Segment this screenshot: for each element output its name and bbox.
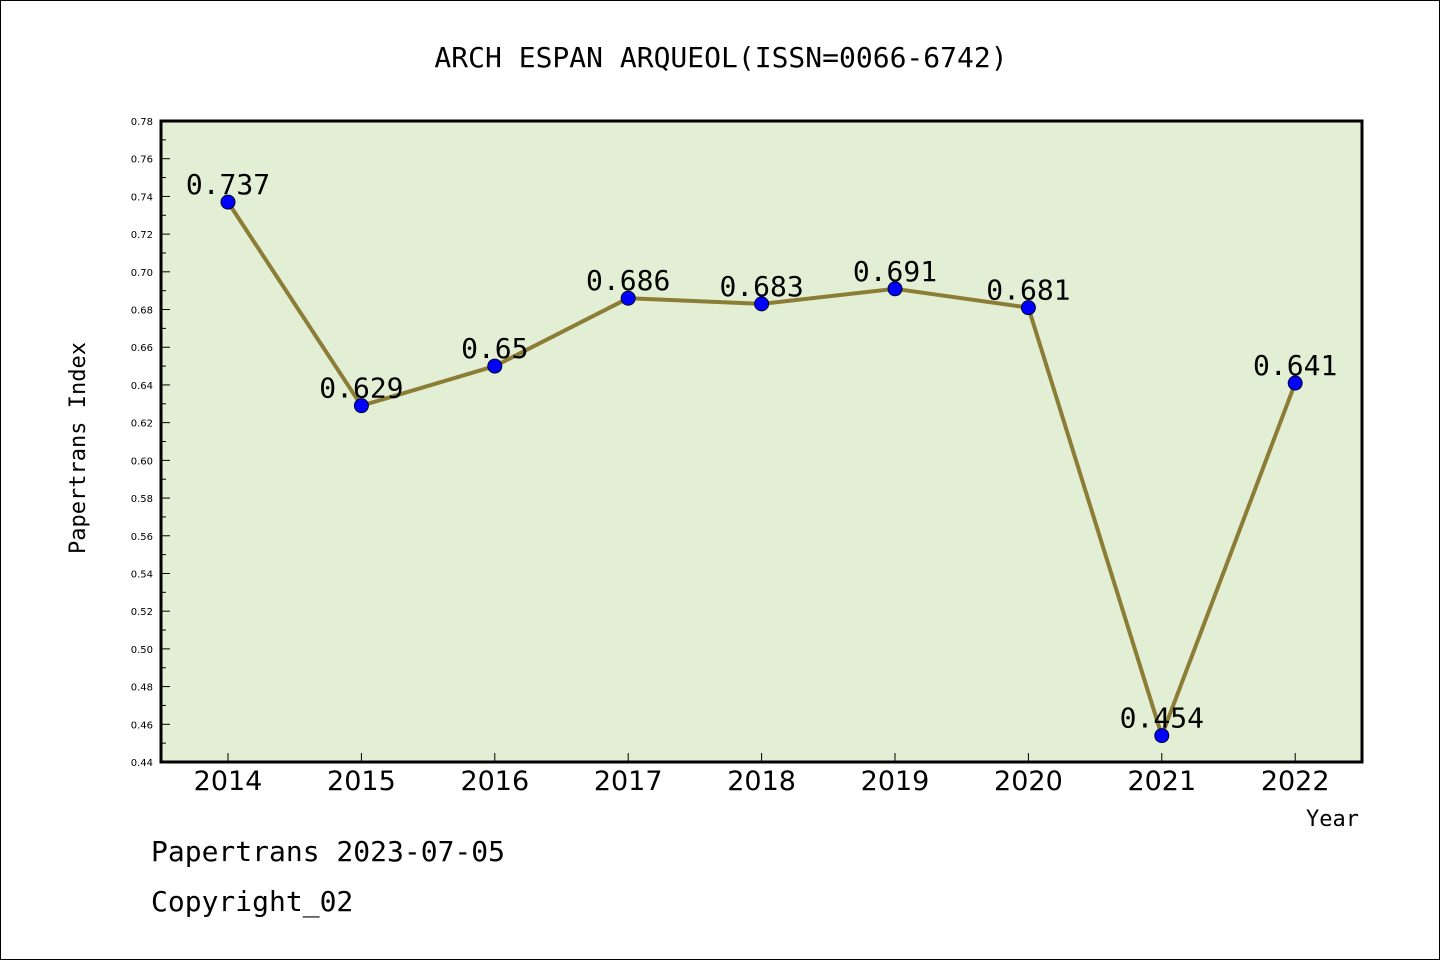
x-tick-label: 2022	[1261, 766, 1330, 797]
data-point	[1020, 300, 1036, 316]
data-label: 0.641	[1253, 349, 1337, 382]
data-label: 0.683	[719, 270, 803, 303]
x-tick-label: 2014	[194, 766, 263, 797]
x-tick-label: 2020	[994, 766, 1063, 797]
data-point	[487, 358, 503, 374]
y-tick-label: 0.64	[131, 381, 153, 392]
plot-area	[159, 119, 1364, 764]
chart-title: ARCH ESPAN ARQUEOL(ISSN=0066-6742)	[434, 41, 1007, 74]
y-tick-label: 0.56	[131, 532, 153, 543]
data-point	[754, 296, 770, 312]
y-axis-label: Papertrans Index	[66, 342, 91, 554]
y-tick-label: 0.78	[131, 117, 153, 128]
x-axis: 2014 2015 2016 2017 2018 2019 2020 2021 2022	[194, 753, 1330, 797]
y-tick-label: 0.72	[131, 230, 153, 241]
y-tick-label: 0.60	[131, 456, 153, 467]
data-point	[1287, 375, 1303, 391]
x-tick-label: 2017	[594, 766, 663, 797]
data-label: 0.691	[853, 255, 937, 288]
y-tick-label: 0.44	[131, 758, 153, 769]
y-tick-label: 0.66	[131, 343, 153, 354]
y-tick-label: 0.70	[131, 268, 153, 279]
x-tick-label: 2015	[327, 766, 396, 797]
y-tick-label: 0.68	[131, 306, 153, 317]
data-point	[1154, 728, 1170, 744]
y-tick-label: 0.46	[131, 720, 153, 731]
y-tick-label: 0.58	[131, 494, 153, 505]
y-tick-label: 0.54	[131, 569, 153, 580]
data-label: 0.686	[586, 264, 670, 297]
y-tick-label: 0.52	[131, 607, 153, 618]
data-label: 0.737	[186, 168, 270, 201]
data-point	[887, 281, 903, 297]
data-label: 0.681	[986, 274, 1070, 307]
data-markers	[220, 194, 1303, 744]
y-tick-label: 0.48	[131, 683, 153, 694]
data-label: 0.454	[1120, 702, 1204, 735]
y-tick-label: 0.62	[131, 419, 153, 430]
footer-copyright: Copyright_02	[151, 885, 354, 918]
y-tick-label: 0.74	[131, 192, 153, 203]
data-point	[220, 194, 236, 210]
data-label: 0.629	[319, 372, 403, 405]
footer-date: Papertrans 2023-07-05	[151, 835, 506, 868]
x-tick-label: 2021	[1127, 766, 1196, 797]
data-point	[620, 290, 636, 306]
x-axis-label: Year	[1306, 807, 1359, 832]
x-tick-label: 2018	[727, 766, 796, 797]
data-point	[353, 398, 369, 414]
x-tick-label: 2019	[861, 766, 930, 797]
y-tick-label: 0.76	[131, 155, 153, 166]
data-labels: 0.737 0.629 0.65 0.686 0.683 0.691 0.681 0.454 0…	[186, 168, 1337, 735]
x-tick-label: 2016	[460, 766, 529, 797]
y-tick-label: 0.50	[131, 645, 153, 656]
data-label: 0.65	[461, 332, 528, 365]
y-axis: 0.44 0.46 0.48 0.50 0.52 0.54 0.56 0.58 0.60 0.62…	[131, 117, 170, 769]
